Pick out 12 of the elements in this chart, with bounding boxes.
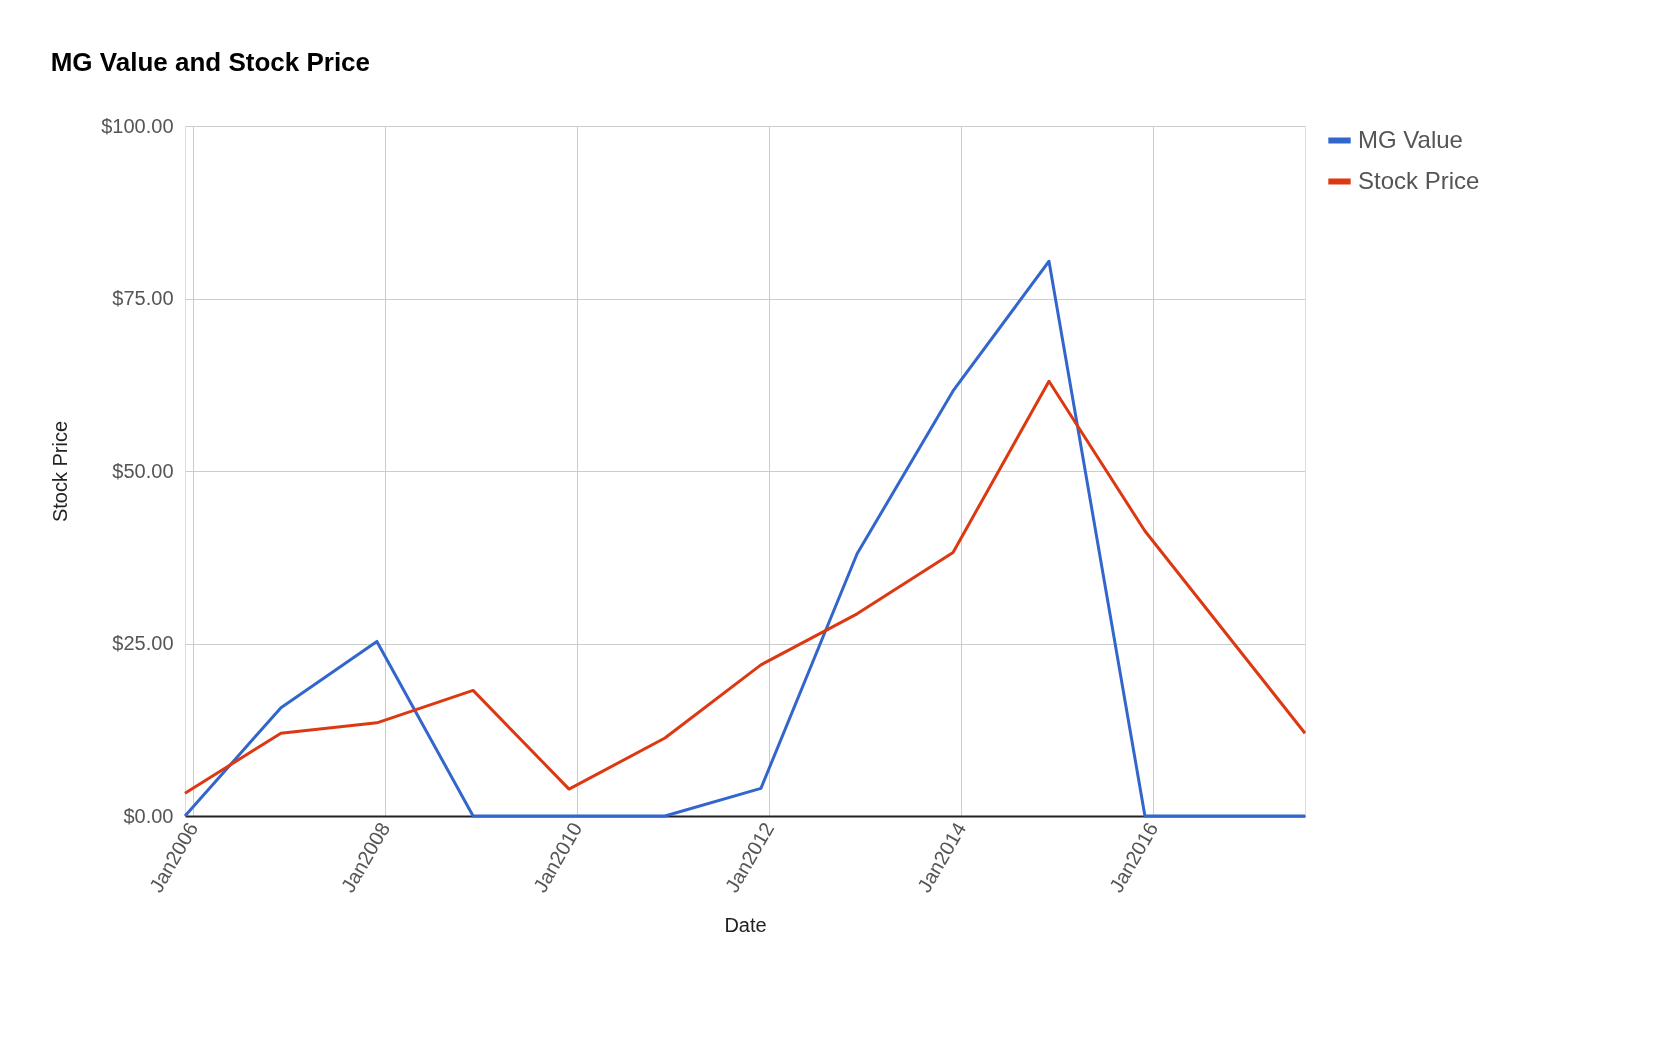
y-tick-label: $50.00 <box>112 459 174 482</box>
y-tick-label: $100.00 <box>101 114 174 137</box>
chart-title: MG Value and Stock Price <box>50 47 371 77</box>
legend-label: Stock Price <box>1358 166 1480 194</box>
y-tick-label: $75.00 <box>112 287 174 309</box>
y-tick-label: $25.00 <box>112 632 174 654</box>
y-axis-title: Stock Price <box>49 420 72 523</box>
y-tick-label: $0.00 <box>123 804 174 827</box>
line-series <box>183 259 1307 818</box>
legend-label: MG Value <box>1358 125 1463 153</box>
line-series <box>183 379 1307 795</box>
x-axis-title: Date <box>724 913 767 936</box>
